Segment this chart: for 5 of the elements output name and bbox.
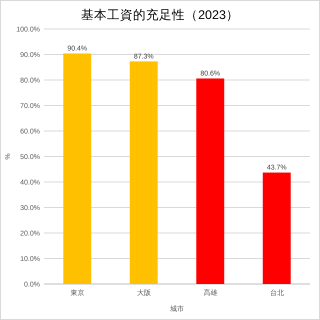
chart-title: 基本工資的充足性（2023）: [81, 8, 239, 22]
bar: [262, 172, 291, 284]
bar: [63, 53, 92, 284]
bar: [130, 61, 158, 284]
bar: [196, 78, 224, 284]
